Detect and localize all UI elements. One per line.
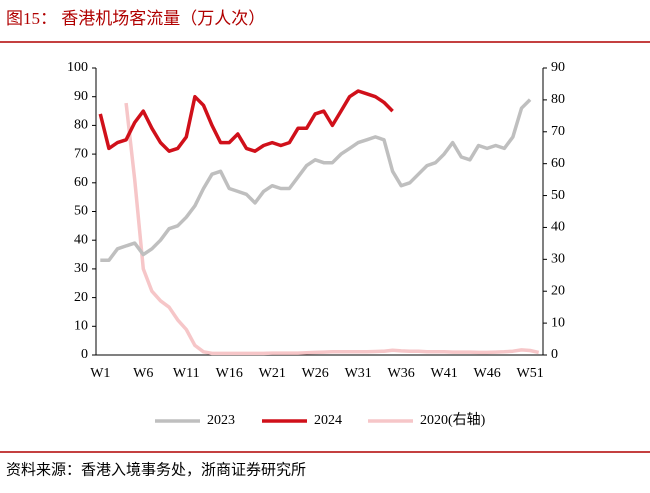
y2-tick-label: 70 — [551, 124, 565, 139]
legend-label: 2024 — [314, 413, 342, 428]
y2-tick-label: 30 — [551, 252, 565, 267]
y-tick-label: 10 — [74, 319, 88, 334]
y-tick-label: 80 — [74, 118, 88, 133]
legend-label: 2023 — [207, 413, 235, 428]
y-tick-label: 30 — [74, 261, 88, 276]
x-tick-label: W41 — [431, 366, 458, 381]
series-line — [98, 89, 394, 153]
y2-tick-label: 40 — [551, 220, 565, 235]
y-tick-label: 60 — [74, 175, 88, 190]
series-line — [100, 98, 532, 263]
y2-tick-label: 90 — [551, 60, 565, 75]
y2-tick-label: 50 — [551, 188, 565, 203]
x-tick-label: W11 — [173, 366, 200, 381]
x-tick-label: W1 — [90, 366, 110, 381]
x-tick-label: W6 — [133, 366, 153, 381]
y-tick-label: 70 — [74, 146, 88, 161]
x-tick-label: W16 — [216, 366, 243, 381]
x-tick-label: W31 — [345, 366, 372, 381]
y-tick-label: 20 — [74, 290, 88, 305]
source: 资料来源：香港入境事务处，浙商证券研究所 — [6, 460, 306, 478]
y-tick-label: 0 — [81, 347, 88, 362]
y2-tick-label: 60 — [551, 156, 565, 171]
y2-tick-label: 0 — [551, 347, 558, 362]
x-tick-label: W36 — [388, 366, 415, 381]
x-tick-label: W26 — [302, 366, 329, 381]
chart-title: 图15： 香港机场客流量（万人次） — [6, 9, 265, 28]
y2-tick-label: 20 — [551, 283, 565, 298]
x-tick-label: W51 — [516, 366, 543, 381]
y-tick-label: 100 — [67, 60, 88, 75]
y-tick-label: 50 — [74, 204, 88, 219]
y-tick-label: 90 — [74, 89, 88, 104]
series-line — [124, 102, 540, 356]
x-tick-label: W21 — [259, 366, 286, 381]
y2-tick-label: 10 — [551, 315, 565, 330]
legend-label: 2020(右轴) — [420, 412, 486, 428]
x-tick-label: W46 — [474, 366, 501, 381]
y-tick-label: 40 — [74, 232, 88, 247]
y2-tick-label: 80 — [551, 92, 565, 107]
